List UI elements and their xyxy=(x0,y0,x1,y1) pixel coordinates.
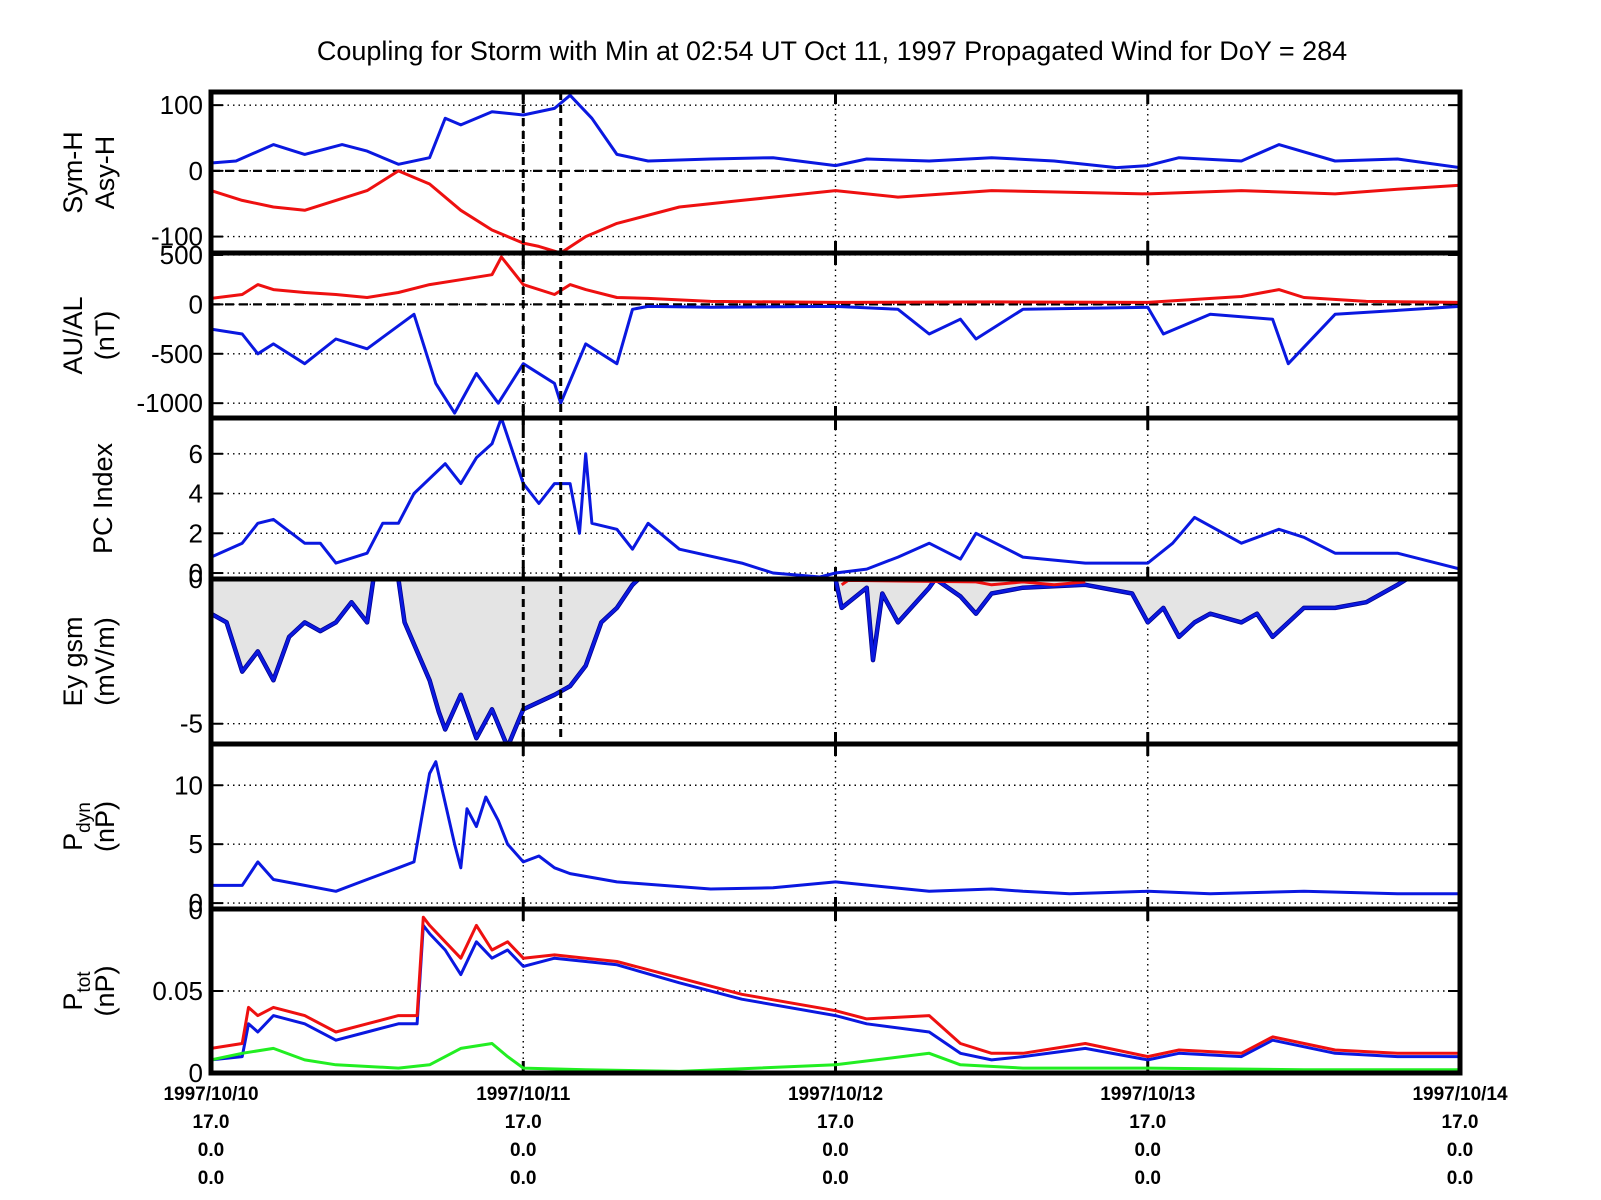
ytick-label: 0 xyxy=(189,888,203,918)
xtick-sub-label: 0.0 xyxy=(1135,1140,1161,1161)
panel-pc: 6 4 2 0 PC Index xyxy=(88,415,1463,588)
xtick-sub-label: 0.0 xyxy=(822,1140,848,1161)
xtick-sub-label: 17.0 xyxy=(193,1112,230,1133)
ytick-label: 0.05 xyxy=(152,976,203,1006)
ytick-label: 0 xyxy=(189,156,203,186)
panel-frame xyxy=(208,906,1463,1076)
xtick-sub-label: 17.0 xyxy=(1442,1112,1479,1133)
xtick-sub-label: 0.0 xyxy=(1447,1168,1473,1189)
series-line-blue xyxy=(211,760,1460,896)
panel-ptot: 0.05 0 0 Ptot(nP) xyxy=(58,895,1463,1088)
xtick-sub-label: 0.0 xyxy=(198,1168,224,1189)
xtick-date-label: 1997/10/12 xyxy=(788,1084,883,1105)
xtick-sub-label: 0.0 xyxy=(1447,1140,1473,1161)
xtick-date-label: 1997/10/14 xyxy=(1412,1084,1508,1105)
series-line-blue xyxy=(211,923,1460,1062)
series-group xyxy=(211,915,1460,1073)
ylabel-subscript: dyn xyxy=(74,802,95,833)
ylabel: Sym-H xyxy=(58,131,88,214)
ylabel: Ey gsm xyxy=(58,616,88,706)
panel-au-al: 500 0 -500 -1000 AU/AL (nT) xyxy=(58,240,1463,421)
series-line-green xyxy=(211,1042,1460,1073)
ylabel-main: P xyxy=(58,993,88,1011)
ytick-label: 100 xyxy=(160,90,203,120)
ytick-label: -1000 xyxy=(137,388,204,418)
panel-pdyn: 10 5 0 Pdyn(nP) xyxy=(58,741,1463,918)
ytick-label-top: 0 xyxy=(189,895,203,925)
panel-sym-asy: 100 0 -100 Sym-H Asy-H xyxy=(58,89,1463,256)
series-group xyxy=(211,255,1460,415)
ytick-label: 4 xyxy=(189,479,203,509)
series-line-blue xyxy=(211,579,1460,744)
ylabel: (nT) xyxy=(90,311,120,361)
ytick-label: -5 xyxy=(180,709,203,739)
ylabel: Pdyn xyxy=(58,802,95,851)
ylabel: Asy-H xyxy=(90,136,120,210)
ytick-label: -100 xyxy=(151,222,203,252)
series-line-red xyxy=(211,169,1460,253)
ylabel-subscript: tot xyxy=(74,971,95,993)
xtick-date-label: 1997/10/13 xyxy=(1100,1084,1195,1105)
xtick-sub-label: 17.0 xyxy=(505,1112,542,1133)
xtick-date-label: 1997/10/11 xyxy=(476,1084,570,1105)
panel-ey: -5 0 Ey gsm (mV/m) xyxy=(58,564,1463,747)
ytick-label: 0 xyxy=(189,289,203,319)
panel-frame xyxy=(208,415,1463,582)
ytick-label: -500 xyxy=(151,339,203,369)
series-group xyxy=(211,418,1460,579)
xtick-sub-label: 0.0 xyxy=(198,1140,224,1161)
ytick-label: 10 xyxy=(174,770,203,800)
ylabel: AU/AL xyxy=(58,296,88,374)
xtick-sub-label: 0.0 xyxy=(510,1140,536,1161)
ylabel-main: P xyxy=(58,833,88,851)
ytick-label: 0 xyxy=(189,1058,203,1088)
xtick-date-label: 1997/10/10 xyxy=(163,1084,258,1105)
ytick-label: 500 xyxy=(160,240,203,270)
ylabel: (nP) xyxy=(90,965,120,1016)
vertical-markers xyxy=(521,92,563,744)
series-group xyxy=(211,760,1460,896)
chart-title: Coupling for Storm with Min at 02:54 UT … xyxy=(317,36,1347,66)
ytick-label: 0 xyxy=(189,558,203,588)
ylabel: Ptot xyxy=(58,971,95,1011)
ylabel: PC Index xyxy=(88,442,118,554)
xtick-sub-label: 0.0 xyxy=(822,1168,848,1189)
xtick-sub-label: 0.0 xyxy=(510,1168,536,1189)
ylabel: (nP) xyxy=(90,801,120,852)
xtick-sub-label: 17.0 xyxy=(817,1112,854,1133)
ytick-label: 6 xyxy=(189,439,203,469)
series-line-blue xyxy=(211,93,1460,170)
series-line-blue xyxy=(211,304,1460,415)
ylabel: (mV/m) xyxy=(90,617,120,705)
ytick-label: 5 xyxy=(189,829,203,859)
series-line-red xyxy=(211,255,1460,304)
series-line-red xyxy=(211,915,1460,1059)
xtick-sub-label: 0.0 xyxy=(1135,1168,1161,1189)
series-group xyxy=(211,93,1460,253)
ytick-label: 2 xyxy=(189,518,203,548)
series-line-blue xyxy=(211,418,1460,579)
ytick-label: 0 xyxy=(189,564,203,594)
xtick-sub-label: 17.0 xyxy=(1129,1112,1166,1133)
x-axis: 1997/10/10 17.0 0.0 0.0 1997/10/11 17.0 0.0 0.0… xyxy=(163,1084,1508,1189)
